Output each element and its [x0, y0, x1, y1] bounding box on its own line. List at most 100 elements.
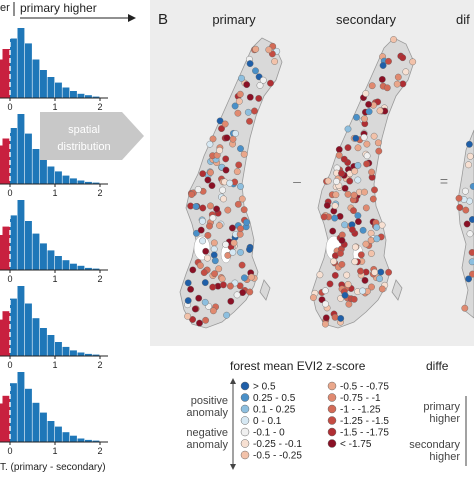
station-dot: [455, 194, 463, 202]
hist-bar-positive: [85, 95, 92, 98]
hist-tick-label: 2: [97, 188, 102, 198]
station-dot: [191, 305, 199, 313]
hist-bar-positive: [92, 96, 100, 98]
hist-bar-positive: [17, 286, 25, 356]
station-dot: [231, 102, 239, 110]
station-dot: [321, 287, 329, 295]
station-dot: [368, 82, 376, 90]
hist-bar-positive: [77, 265, 85, 270]
hist-bar-positive: [25, 221, 32, 270]
station-dot: [184, 297, 192, 304]
station-dot: [251, 107, 258, 115]
hist-bar-positive: [32, 318, 40, 356]
station-dot: [222, 166, 230, 174]
hist-bar-positive: [32, 59, 40, 98]
hist-bar-positive: [55, 256, 62, 270]
histogram-4: 0 1 2: [0, 284, 108, 370]
hist-tick-label: 0: [7, 360, 12, 370]
station-dot: [468, 258, 474, 266]
station-dot: [246, 93, 254, 101]
hist-bar-positive: [70, 435, 77, 442]
hist-bar-positive: [47, 166, 55, 184]
station-dot: [237, 145, 244, 153]
station-dot: [373, 223, 381, 231]
legend-label: -0.5 - -0.75: [340, 382, 389, 393]
hist-bar-positive: [47, 77, 55, 98]
station-dot: [192, 203, 200, 210]
hist-tick-label: 0: [7, 102, 12, 112]
legend-label: 0.25 - 0.5: [253, 393, 296, 404]
hist-bar-negative: [0, 403, 3, 442]
hist-bar-positive: [77, 438, 85, 442]
hist-bar-positive: [85, 439, 92, 442]
hist-bar-positive: [25, 133, 32, 184]
legend-left-items: > 0.50.25 - 0.50.1 - 0.250 - 0.1-0.1 - 0…: [240, 382, 302, 462]
hist-bar-negative: [2, 138, 10, 184]
station-dot: [354, 176, 362, 184]
hist-bar-positive: [85, 267, 92, 270]
legend-label: > 0.5: [253, 382, 276, 393]
station-dot: [238, 195, 246, 203]
legend-dot: [240, 393, 250, 402]
station-dot: [195, 294, 203, 302]
station-dot: [222, 241, 230, 248]
legend-dot: [240, 427, 250, 437]
hist-bar-positive: [55, 426, 62, 442]
legend-primary-higher: higher: [429, 413, 460, 425]
hist-bar-positive: [70, 350, 77, 356]
legend-negative-label: negative: [186, 427, 228, 439]
histogram-figure: er primary higher 0 1 2 0 1 2 0 1 2 0 1 2 0 1 2 T. (pr…: [0, 1, 144, 473]
station-dot: [376, 275, 384, 283]
legend-dot: [240, 450, 250, 460]
station-dot: [243, 81, 251, 89]
station-dot: [206, 222, 213, 230]
station-dot: [363, 160, 371, 168]
hist-bar-positive: [62, 432, 70, 442]
station-dot: [199, 170, 207, 178]
station-dot: [223, 134, 231, 142]
station-dot: [362, 204, 370, 212]
station-dot: [246, 246, 253, 253]
station-dot: [378, 285, 386, 293]
station-dot: [462, 206, 470, 214]
arrow-label-spatial: spatial: [68, 124, 100, 136]
map-panel: B primary secondary dif – = forest mean …: [150, 0, 474, 474]
station-dot: [201, 298, 209, 306]
hist-tick-label: 1: [52, 360, 57, 370]
station-dot: [468, 249, 474, 256]
histogram-3: 0 1 2: [0, 198, 108, 284]
station-dot: [363, 152, 371, 160]
station-dot: [322, 314, 330, 322]
panel-letter: B: [158, 11, 168, 28]
station-dot: [377, 268, 385, 276]
hist-bar-positive: [47, 421, 55, 442]
station-dot: [207, 169, 214, 176]
station-dot: [357, 251, 365, 259]
station-dot: [359, 226, 367, 234]
histogram-2: 0 1 2: [0, 112, 108, 198]
station-dot: [365, 101, 373, 108]
station-dot: [374, 139, 382, 147]
station-dot: [236, 90, 244, 98]
station-dot: [354, 212, 362, 220]
station-dot: [469, 216, 474, 223]
hist-tick-label: 2: [97, 102, 102, 112]
hist-bar-negative: [2, 226, 10, 270]
station-dot: [399, 80, 407, 88]
station-dot: [323, 201, 331, 209]
station-dot: [197, 226, 205, 234]
station-dot: [369, 195, 377, 203]
hist-bar-positive: [92, 268, 100, 270]
station-dot: [216, 222, 223, 229]
station-dot: [335, 151, 343, 159]
station-dot: [371, 186, 378, 194]
map-title-primary: primary: [212, 12, 256, 27]
hist-bar-positive: [92, 440, 100, 442]
hist-bar-negative: [2, 311, 10, 356]
station-dot: [351, 258, 359, 266]
station-dot: [465, 140, 473, 148]
station-dot: [385, 57, 392, 65]
station-dot: [331, 313, 339, 321]
hist-tick-label: 0: [7, 274, 12, 284]
legend-label: < -1.75: [340, 439, 372, 450]
